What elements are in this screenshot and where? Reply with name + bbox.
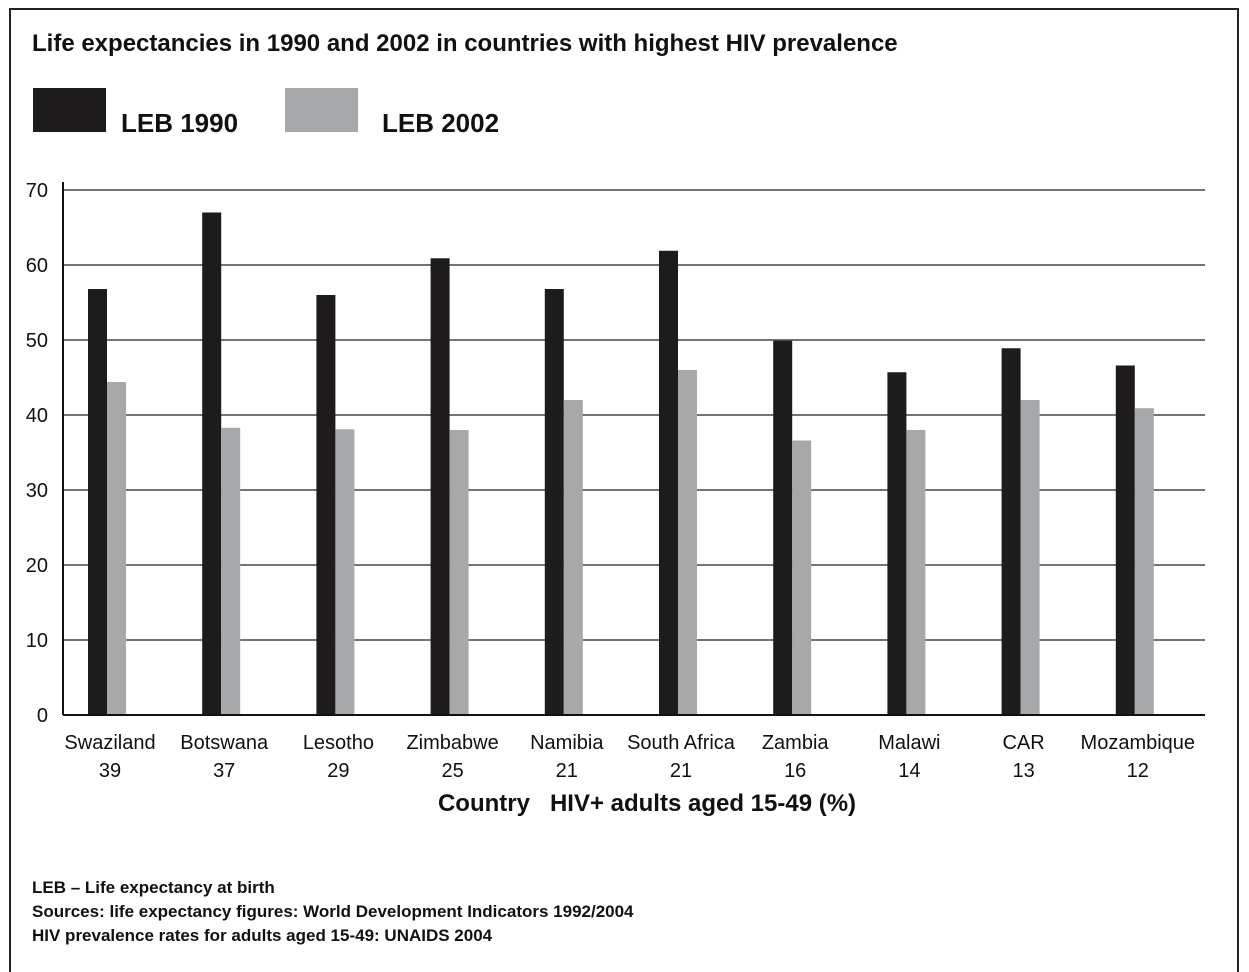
y-tick-label-70: 70 — [26, 180, 48, 202]
bar-leb-1990-malawi — [887, 372, 907, 715]
bar-leb-2002-malawi — [906, 430, 926, 715]
axes — [62, 182, 1205, 716]
x-hiv-label-botswana: 37 — [213, 760, 235, 782]
footnote-sources-life-expectancy: Sources: life expectancy figures: World … — [32, 902, 634, 921]
x-hiv-label-namibia: 21 — [556, 760, 578, 782]
x-hiv-label-lesotho: 29 — [327, 760, 349, 782]
bar-leb-1990-namibia — [544, 289, 564, 715]
legend-label-leb-2002: LEB 2002 — [382, 108, 500, 138]
chart-title: Life expectancies in 1990 and 2002 in co… — [32, 30, 898, 57]
x-hiv-label-zimbabwe: 25 — [441, 760, 463, 782]
bar-leb-1990-botswana — [202, 212, 222, 715]
x-tick-label-mozambique: Mozambique — [1081, 732, 1196, 754]
bar-leb-2002-swaziland — [107, 382, 126, 715]
x-tick-label-lesotho: Lesotho — [303, 732, 374, 754]
bar-leb-2002-botswana — [221, 427, 241, 715]
y-tick-label-30: 30 — [26, 480, 48, 502]
x-hiv-label-swaziland: 39 — [99, 760, 121, 782]
x-hiv-label-zambia: 16 — [784, 760, 806, 782]
x-tick-label-namibia: Namibia — [530, 732, 604, 754]
x-axis-label: Country HIV+ adults aged 15-49 (%) — [438, 790, 856, 817]
legend-swatch-leb-2002 — [285, 88, 358, 132]
footnote-sources-hiv: HIV prevalence rates for adults aged 15-… — [32, 926, 493, 945]
bar-leb-2002-mozambique — [1134, 408, 1154, 715]
bar-leb-1990-lesotho — [316, 295, 336, 715]
y-tick-label-60: 60 — [26, 255, 48, 277]
bar-leb-1990-car — [1001, 348, 1021, 715]
y-tick-label-40: 40 — [26, 405, 48, 427]
bar-leb-2002-car — [1020, 400, 1040, 715]
bar-leb-2002-south-africa — [678, 370, 697, 715]
x-tick-label-malawi: Malawi — [878, 732, 940, 754]
legend-label-leb-1990: LEB 1990 — [121, 108, 239, 138]
tick-labels: 0 10 20 30 40 50 60 70 Swaziland 39 Botswana 37 Leso… — [26, 180, 1195, 817]
bar-leb-1990-south-africa — [659, 250, 678, 715]
x-hiv-label-malawi: 14 — [898, 760, 920, 782]
bar-leb-1990-zambia — [773, 340, 793, 715]
bar-leb-1990-zimbabwe — [430, 258, 450, 715]
x-tick-label-south-africa: South Africa — [627, 732, 736, 754]
bar-leb-2002-lesotho — [335, 429, 355, 715]
bar-leb-2002-zimbabwe — [449, 430, 469, 715]
x-tick-label-car: CAR — [1002, 732, 1044, 754]
footnotes: LEB – Life expectancy at birth Sources: … — [32, 876, 634, 948]
y-tick-label-50: 50 — [26, 330, 48, 352]
x-tick-label-zambia: Zambia — [762, 732, 830, 754]
x-tick-label-zimbabwe: Zimbabwe — [406, 732, 498, 754]
y-tick-label-0: 0 — [37, 705, 48, 727]
y-tick-label-10: 10 — [26, 630, 48, 652]
bar-leb-1990-swaziland — [88, 289, 107, 715]
x-hiv-label-car: 13 — [1012, 760, 1034, 782]
x-tick-label-swaziland: Swaziland — [64, 732, 155, 754]
footnote-leb-definition: LEB – Life expectancy at birth — [32, 878, 275, 897]
legend-swatch-leb-1990 — [33, 88, 106, 132]
bars — [88, 212, 1154, 715]
bar-leb-2002-namibia — [563, 400, 583, 715]
x-hiv-label-south-africa: 21 — [670, 760, 692, 782]
x-tick-label-botswana: Botswana — [180, 732, 269, 754]
x-hiv-label-mozambique: 12 — [1127, 760, 1149, 782]
y-tick-label-20: 20 — [26, 555, 48, 577]
bar-leb-2002-zambia — [792, 440, 812, 715]
bar-leb-1990-mozambique — [1115, 365, 1135, 715]
